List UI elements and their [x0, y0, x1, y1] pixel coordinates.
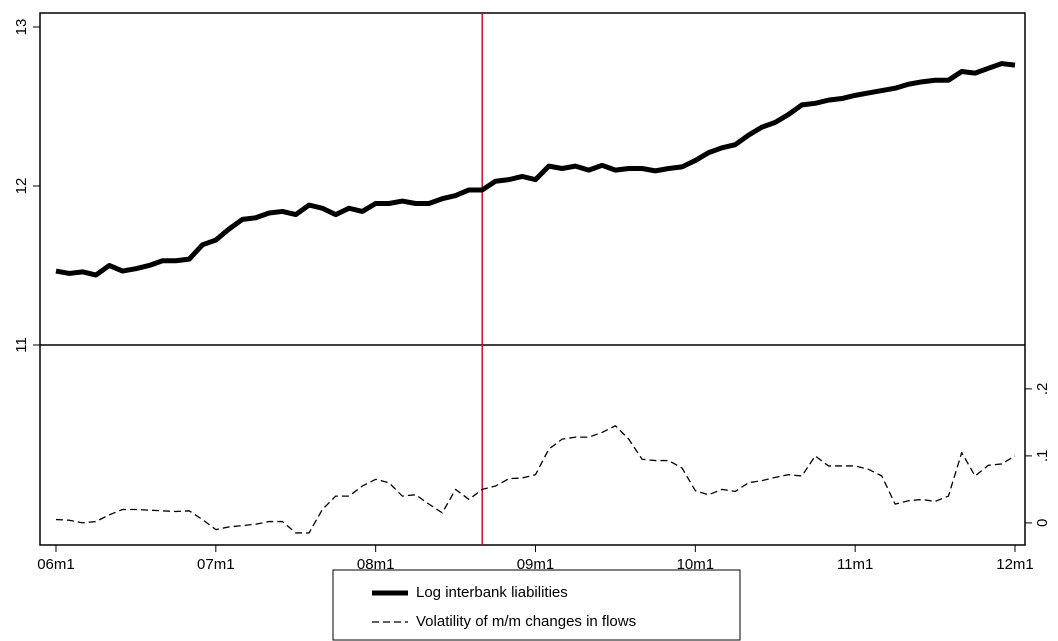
y-tick-label: 12 [13, 178, 30, 195]
y2-tick-label: .2 [1034, 383, 1051, 396]
series-line [55, 425, 1016, 534]
series-line [55, 61, 1016, 278]
y-tick-label: 11 [13, 337, 30, 353]
x-tick-label: 09m1 [517, 556, 555, 573]
legend-label: Log interbank liabilities [416, 584, 568, 601]
x-tick-label: 12m1 [996, 556, 1034, 573]
plot-frame [39, 12, 1026, 546]
x-tick-label: 08m1 [357, 556, 395, 573]
x-tick-label: 07m1 [197, 556, 235, 573]
y2-tick-label: 0 [1034, 519, 1051, 527]
y-tick-label: 13 [13, 19, 30, 36]
legend-box [332, 569, 741, 641]
x-tick-label: 11m1 [837, 556, 873, 573]
y2-tick-label: .1 [1034, 450, 1051, 463]
legend-label: Volatility of m/m changes in flows [416, 613, 636, 630]
x-tick-label: 10m1 [677, 556, 715, 573]
x-tick-label: 06m1 [37, 556, 75, 573]
